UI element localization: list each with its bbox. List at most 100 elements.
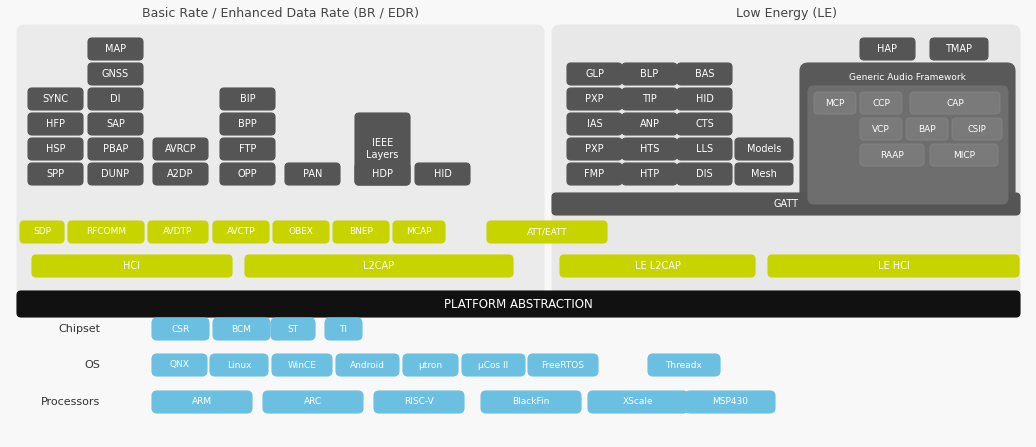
Text: LLS: LLS (696, 144, 713, 154)
Text: ARM: ARM (192, 397, 212, 406)
Text: Basic Rate / Enhanced Data Rate (BR / EDR): Basic Rate / Enhanced Data Rate (BR / ED… (142, 7, 419, 20)
FancyBboxPatch shape (355, 113, 410, 185)
Text: HTP: HTP (640, 169, 659, 179)
Text: DIS: DIS (696, 169, 713, 179)
FancyBboxPatch shape (930, 144, 998, 166)
Text: PAN: PAN (303, 169, 322, 179)
FancyBboxPatch shape (88, 88, 143, 110)
Text: LE HCI: LE HCI (877, 261, 910, 271)
Text: RISC-V: RISC-V (404, 397, 434, 406)
Text: HID: HID (433, 169, 452, 179)
FancyBboxPatch shape (220, 163, 275, 185)
FancyBboxPatch shape (333, 221, 388, 243)
FancyBboxPatch shape (677, 113, 732, 135)
FancyBboxPatch shape (148, 221, 208, 243)
Text: Generic Audio Framework: Generic Audio Framework (848, 72, 966, 81)
FancyBboxPatch shape (567, 113, 622, 135)
Text: IEEE
Layers: IEEE Layers (367, 138, 399, 160)
Text: CAP: CAP (946, 98, 963, 107)
Text: CTS: CTS (695, 119, 714, 129)
FancyBboxPatch shape (20, 221, 64, 243)
FancyBboxPatch shape (263, 391, 363, 413)
Text: μCos II: μCos II (479, 360, 509, 370)
Text: BPP: BPP (238, 119, 257, 129)
FancyBboxPatch shape (32, 255, 232, 277)
FancyBboxPatch shape (622, 163, 677, 185)
Text: HAP: HAP (877, 44, 897, 54)
FancyBboxPatch shape (487, 221, 607, 243)
FancyBboxPatch shape (462, 354, 525, 376)
Text: PXP: PXP (585, 94, 604, 104)
Text: μtron: μtron (419, 360, 442, 370)
Text: CSIP: CSIP (968, 125, 986, 134)
Text: LE L2CAP: LE L2CAP (635, 261, 681, 271)
Text: MICP: MICP (953, 151, 975, 160)
FancyBboxPatch shape (528, 354, 598, 376)
Text: RFCOMM: RFCOMM (86, 228, 126, 236)
Text: MCAP: MCAP (406, 228, 432, 236)
FancyBboxPatch shape (68, 221, 144, 243)
Text: Models: Models (747, 144, 781, 154)
Text: MSP430: MSP430 (712, 397, 748, 406)
FancyBboxPatch shape (213, 318, 270, 340)
FancyBboxPatch shape (210, 354, 268, 376)
FancyBboxPatch shape (735, 163, 793, 185)
FancyBboxPatch shape (735, 138, 793, 160)
Text: ANP: ANP (639, 119, 660, 129)
FancyBboxPatch shape (685, 391, 775, 413)
Text: CSR: CSR (171, 325, 190, 333)
FancyBboxPatch shape (808, 86, 1008, 204)
Text: BAS: BAS (695, 69, 714, 79)
FancyBboxPatch shape (152, 318, 209, 340)
Text: A2DP: A2DP (167, 169, 194, 179)
Text: QNX: QNX (170, 360, 190, 370)
Text: ATT/EATT: ATT/EATT (526, 228, 568, 236)
Text: DI: DI (110, 94, 121, 104)
FancyBboxPatch shape (152, 391, 252, 413)
FancyBboxPatch shape (481, 391, 581, 413)
FancyBboxPatch shape (153, 138, 208, 160)
Text: Linux: Linux (227, 360, 252, 370)
FancyBboxPatch shape (88, 138, 143, 160)
FancyBboxPatch shape (906, 118, 948, 140)
Text: GATT: GATT (774, 199, 799, 209)
FancyBboxPatch shape (28, 138, 83, 160)
FancyBboxPatch shape (336, 354, 399, 376)
Text: OBEX: OBEX (289, 228, 314, 236)
FancyBboxPatch shape (677, 63, 732, 85)
Text: WinCE: WinCE (288, 360, 316, 370)
FancyBboxPatch shape (88, 163, 143, 185)
Text: PXP: PXP (585, 144, 604, 154)
Text: OPP: OPP (237, 169, 257, 179)
Text: TI: TI (340, 325, 347, 333)
Text: TIP: TIP (642, 94, 657, 104)
Text: Processors: Processors (40, 397, 100, 407)
FancyBboxPatch shape (567, 88, 622, 110)
FancyBboxPatch shape (560, 255, 755, 277)
FancyBboxPatch shape (153, 163, 208, 185)
FancyBboxPatch shape (415, 163, 470, 185)
FancyBboxPatch shape (648, 354, 720, 376)
Text: XScale: XScale (623, 397, 654, 406)
Text: HTS: HTS (640, 144, 659, 154)
FancyBboxPatch shape (28, 88, 83, 110)
Text: ST: ST (287, 325, 298, 333)
Text: BCM: BCM (231, 325, 252, 333)
Text: AVCTP: AVCTP (227, 228, 255, 236)
FancyBboxPatch shape (930, 38, 988, 60)
Text: IAS: IAS (586, 119, 602, 129)
FancyBboxPatch shape (622, 138, 677, 160)
Text: GNSS: GNSS (102, 69, 130, 79)
Text: PLATFORM ABSTRACTION: PLATFORM ABSTRACTION (444, 298, 593, 311)
FancyBboxPatch shape (17, 291, 1020, 317)
Text: BNEP: BNEP (349, 228, 373, 236)
Text: PBAP: PBAP (103, 144, 128, 154)
Text: CCP: CCP (872, 98, 890, 107)
FancyBboxPatch shape (88, 38, 143, 60)
Text: SDP: SDP (33, 228, 51, 236)
Text: Low Energy (LE): Low Energy (LE) (736, 7, 836, 20)
FancyBboxPatch shape (213, 221, 269, 243)
Text: TMAP: TMAP (946, 44, 973, 54)
FancyBboxPatch shape (622, 113, 677, 135)
Text: ARC: ARC (304, 397, 322, 406)
